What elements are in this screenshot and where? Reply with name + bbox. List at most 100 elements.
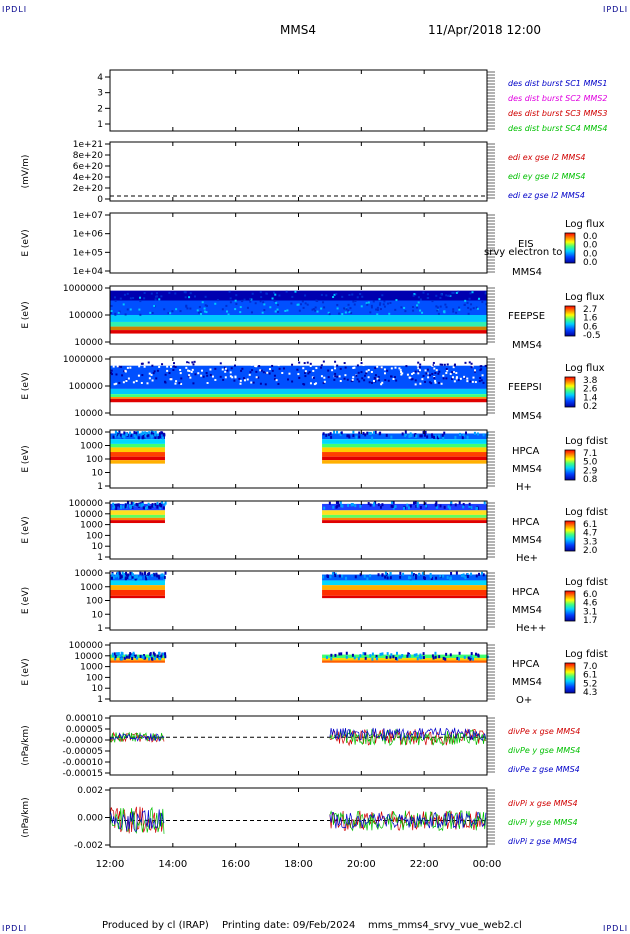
spectrogram-speckle [273,291,276,294]
corner-label-bottom-left: IPDLI [2,924,28,933]
spectrogram-speckle [483,501,486,505]
spectrogram-speckle [386,369,389,372]
spectrogram-speckle [417,367,420,370]
spectrogram-speckle [475,306,478,309]
spectrogram-speckle [340,431,343,435]
spectrogram-speckle [140,381,143,384]
spectrogram-speckle [188,296,191,299]
spectrogram-speckle [112,435,115,439]
spectrogram-speckle [268,372,271,375]
spectrogram-speckle [142,433,145,437]
spectrogram-speckle [312,376,315,379]
spectrogram-band [322,520,487,524]
spectrogram-speckle [426,293,429,296]
legend-label: divPi y gse MMS4 [508,818,578,827]
spectrogram-speckle [255,365,258,368]
spectrogram-band [322,580,487,586]
spectrogram-speckle [141,655,144,659]
spectrogram-speckle [381,503,384,507]
legend-label: edi ex gse l2 MMS4 [508,153,586,162]
spectrogram-speckle [187,369,190,372]
spectrogram-speckle [304,294,307,297]
spectrogram-speckle [148,377,151,380]
y-tick-label: 0 [97,195,103,205]
spectrogram-speckle [154,435,157,439]
spectrogram-speckle [434,434,437,438]
spectrogram-speckle [364,656,367,660]
spectrogram-speckle [459,377,462,380]
spectrogram-speckle [144,571,147,575]
spectrogram-speckle [271,297,274,300]
spectrogram-speckle [196,309,199,312]
spectrogram-speckle [395,651,398,655]
spectrogram-speckle [122,576,125,580]
spectrogram-speckle [115,574,118,578]
instrument-label: HPCA [512,587,540,598]
spectrogram-speckle [123,572,126,576]
spectrogram-band [322,654,487,659]
spectrogram-speckle [131,573,134,577]
spectrogram-speckle [141,374,144,377]
spectrogram-speckle [148,657,151,661]
spectrogram-speckle [365,372,368,375]
spectrogram-speckle [122,303,125,306]
spectrogram-speckle [419,505,422,509]
spectrogram-band [110,520,165,524]
spectrogram-speckle [221,308,224,311]
spectrogram-speckle [347,503,350,507]
spectrogram-speckle [238,377,241,380]
spectrogram-speckle [435,369,438,372]
colorbar-tick-label: 7.1 [583,449,597,459]
spectrogram-speckle [228,290,231,293]
spectrogram-band [110,585,165,590]
spectrogram-speckle [158,435,161,439]
spectrogram-speckle [346,434,349,438]
spectrogram-speckle [160,573,163,577]
y-tick-label: 1000 [80,663,103,673]
spectrogram-speckle [405,365,408,368]
spectrogram-speckle [296,368,299,371]
y-axis-label: E (eV) [21,658,31,685]
spectrogram-speckle [161,436,164,440]
spectrogram-speckle [146,382,149,385]
spectrogram-speckle [240,299,243,302]
spectrogram-speckle [341,313,344,316]
spectrogram-speckle [444,657,447,661]
spectrogram-speckle [120,657,123,661]
spectrogram-speckle [421,572,424,576]
spectrogram-speckle [125,503,128,507]
spectrogram-speckle [171,310,174,313]
spectrogram-speckle [430,576,433,580]
spectrogram-speckle [408,434,411,438]
spectrogram-speckle [254,302,257,305]
y-tick-label: 8e+20 [73,151,104,161]
spectrogram-speckle [443,361,446,364]
spectrogram-speckle [170,378,173,381]
spectrogram-speckle [117,363,120,366]
spectrogram-speckle [440,382,443,385]
spectrogram-speckle [449,372,452,375]
spectrogram-speckle [115,373,118,376]
footer-credit: Produced by cl (IRAP) [102,920,209,931]
spectrogram-speckle [389,655,392,659]
spectrogram-speckle [119,297,122,300]
spectrogram-speckle [116,571,119,575]
spectrogram-speckle [446,576,449,580]
spectrogram-speckle [426,435,429,439]
spectrogram-speckle [239,311,242,314]
spectrogram-speckle [353,366,356,369]
spectrogram-speckle [413,433,416,437]
spectrogram-speckle [426,372,429,375]
y-tick-label: 0.002 [77,786,103,796]
spectrogram-speckle [303,371,306,374]
spectrogram-speckle [424,380,427,383]
spectrogram-speckle [121,652,124,656]
spectrogram-speckle [350,503,353,507]
spectrogram-speckle [122,505,125,509]
spectrogram-speckle [480,365,483,368]
spectrogram-speckle [132,502,135,506]
legend-label: des dist burst SC3 MMS3 [508,109,607,118]
spectrogram-speckle [340,652,343,656]
spectrogram-speckle [296,303,299,306]
spectrogram-speckle [358,431,361,435]
